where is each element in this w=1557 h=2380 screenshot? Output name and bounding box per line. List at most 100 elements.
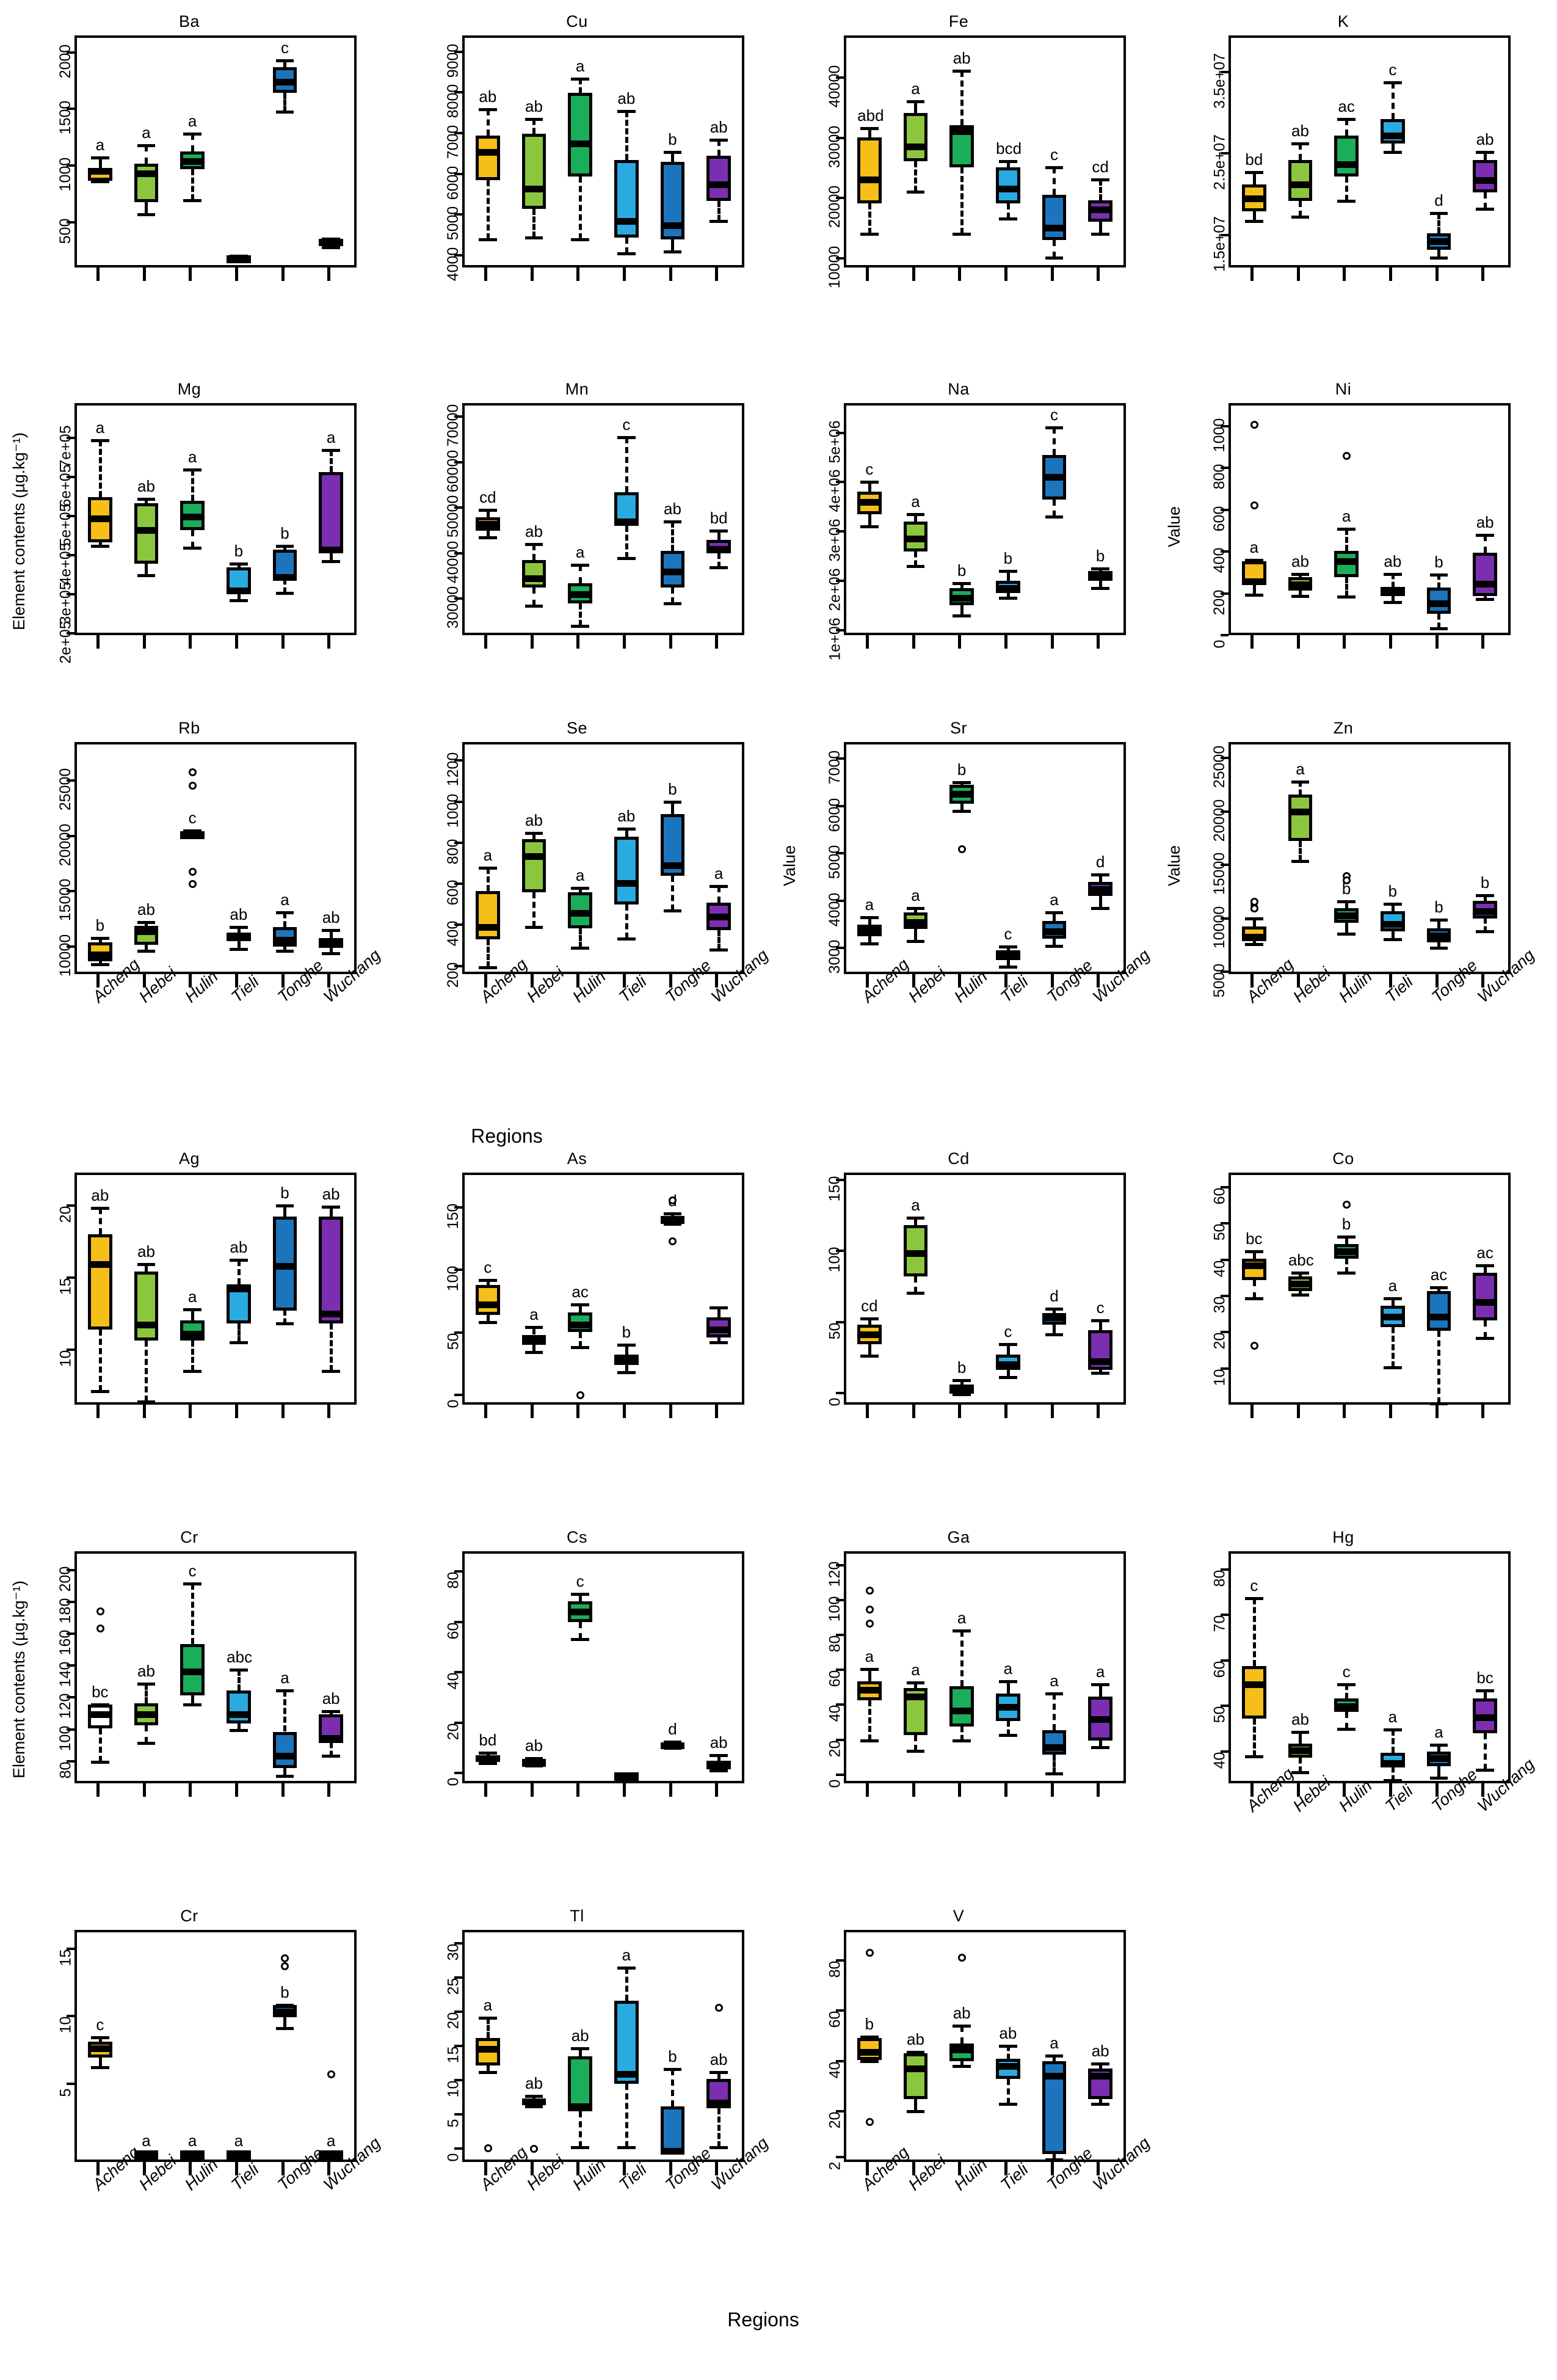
significance-letter: a <box>865 1647 874 1665</box>
y-tick-label: 800 <box>445 839 462 865</box>
whisker-lower <box>1345 577 1349 597</box>
median-line <box>476 1301 500 1309</box>
plot-frame: c a a a b a <box>74 1930 357 2162</box>
y-tick-mark <box>1221 810 1229 813</box>
box-iqr <box>568 93 592 176</box>
whisker-cap-upper <box>906 512 925 516</box>
y-tick-label: 20000 <box>57 823 74 867</box>
median-line <box>706 1762 731 1769</box>
median-line <box>1426 238 1451 246</box>
whisker-cap-lower <box>953 232 971 236</box>
x-tick-mark <box>576 635 580 649</box>
whisker-upper <box>1437 1744 1441 1752</box>
whisker-cap-upper <box>571 563 590 567</box>
whisker-cap-upper <box>275 1204 294 1207</box>
x-tick-mark <box>669 974 672 988</box>
median-line <box>1381 1313 1405 1320</box>
boxplot-tonghe: d <box>660 1554 685 1781</box>
x-tick-mark <box>1004 1783 1007 1797</box>
boxplot-hulin: b <box>949 744 974 972</box>
boxplot-tonghe: d <box>660 1175 685 1402</box>
box-iqr <box>319 471 343 552</box>
y-tick-label: 160 <box>57 1629 74 1656</box>
whisker-cap-lower <box>1383 1366 1402 1369</box>
whisker-upper <box>237 1670 241 1690</box>
y-tick-label: 10000 <box>57 934 74 977</box>
significance-letter: b <box>957 561 967 580</box>
x-axis: Acheng Hebei Hulin Tieli Tonghe Wuchang <box>1229 1755 1538 1893</box>
whisker-cap-lower <box>953 1393 971 1397</box>
whisker-cap-lower <box>524 2105 543 2108</box>
plot-frame: a ab a ab b a <box>462 742 744 974</box>
y-tick-mark <box>67 1728 74 1731</box>
whisker-cap-upper <box>906 1216 925 1220</box>
whisker-cap-lower <box>183 1703 202 1707</box>
boxplot-tieli: c <box>1381 38 1405 265</box>
x-tick-mark <box>622 2162 626 2175</box>
whisker-cap-upper <box>663 1212 682 1216</box>
median-line <box>1242 1681 1266 1688</box>
whisker-upper <box>1006 161 1010 168</box>
panel-title: Tl <box>570 1907 584 1925</box>
whisker-cap-lower <box>998 1376 1017 1380</box>
y-tick-mark <box>67 2082 74 2085</box>
whisker-cap-upper <box>710 1754 728 1758</box>
significance-letter: ab <box>710 2050 728 2069</box>
whisker-lower <box>486 939 490 967</box>
whisker-lower <box>1484 595 1487 599</box>
significance-letter: a <box>529 1305 539 1324</box>
whisker-cap-lower <box>906 564 925 568</box>
whisker-lower <box>579 176 583 239</box>
x-tick-mark <box>1050 267 1054 281</box>
whisker-lower <box>191 169 195 200</box>
y-tick-label: 30 <box>1211 1296 1229 1314</box>
significance-letter: a <box>911 1661 920 1679</box>
x-tick-mark <box>142 2162 146 2175</box>
y-tick-mark <box>1221 1258 1229 1261</box>
y-tick-mark <box>1221 1331 1229 1334</box>
whisker-lower <box>1053 499 1056 517</box>
whisker-cap-upper <box>1244 171 1263 174</box>
whisker-upper <box>868 917 871 925</box>
boxplot-wuchang: b <box>1088 406 1112 633</box>
significance-letter: c <box>865 460 874 479</box>
panel-title: Hg <box>1332 1528 1354 1546</box>
boxplot-hulin: a <box>1334 406 1359 633</box>
whisker-lower <box>1252 1280 1256 1298</box>
outlier-point <box>1250 501 1258 509</box>
median-line <box>1334 1248 1359 1255</box>
y-tick-mark <box>836 899 844 902</box>
whisker-lower <box>1391 595 1395 602</box>
whisker-upper <box>145 1264 148 1272</box>
whisker-upper <box>579 888 583 893</box>
significance-letter: a <box>575 866 585 885</box>
boxplot-hebei: ab <box>1288 406 1313 633</box>
y-tick-mark <box>1221 917 1229 920</box>
x-tick-mark <box>1343 1405 1346 1418</box>
y-tick-mark <box>454 964 462 967</box>
boxplot-hebei: a <box>903 406 928 633</box>
outlier-point <box>96 1607 104 1615</box>
whisker-lower <box>98 1728 102 1762</box>
whisker-cap-upper <box>90 936 109 940</box>
x-tick-mark <box>234 1783 238 1797</box>
boxplot-tieli: ab <box>614 38 639 265</box>
significance-letter: a <box>575 56 585 75</box>
y-tick-mark <box>67 437 74 440</box>
whisker-upper <box>1099 1320 1103 1331</box>
boxplot-hulin: ac <box>1334 38 1359 265</box>
box-iqr <box>1288 160 1313 201</box>
whisker-upper <box>237 926 241 933</box>
whisker-upper <box>1099 1684 1103 1697</box>
x-tick-mark <box>1050 1783 1054 1797</box>
x-tick-mark <box>576 1405 580 1418</box>
significance-letter: ab <box>1384 551 1402 570</box>
whisker-lower <box>914 929 918 941</box>
significance-letter: c <box>484 1257 492 1276</box>
whisker-lower <box>868 514 871 527</box>
boxplot-tonghe: ac <box>1426 1175 1451 1406</box>
median-line <box>996 2062 1020 2070</box>
boxplot-tieli: c <box>996 1175 1020 1402</box>
y-tick-mark <box>454 254 462 257</box>
y-tick-mark <box>454 2113 462 2116</box>
